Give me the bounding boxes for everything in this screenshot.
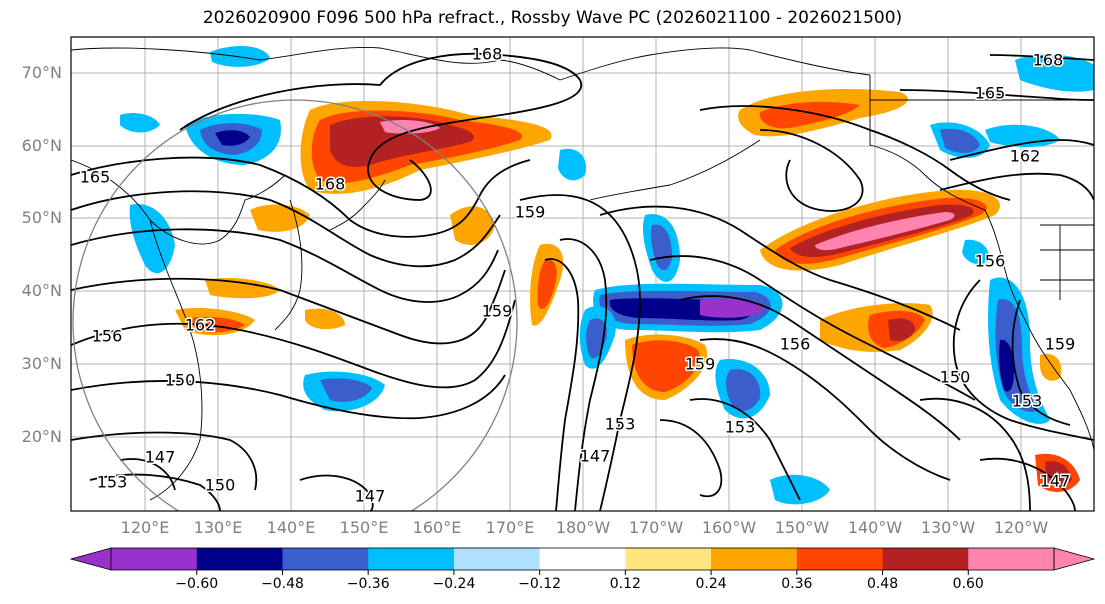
anomaly-shading bbox=[120, 46, 1094, 505]
projection-outline bbox=[72, 99, 518, 511]
contour-label: 159 bbox=[482, 302, 513, 321]
colorbar-extend-high bbox=[1053, 547, 1096, 571]
contour-label: 159 bbox=[685, 355, 716, 374]
latitude-label: 70°N bbox=[21, 63, 62, 82]
colorbar-segment bbox=[196, 548, 283, 570]
map-frame bbox=[70, 36, 1095, 512]
longitude-label: 160°W bbox=[701, 518, 757, 537]
latitude-label: 40°N bbox=[21, 281, 62, 300]
latitude-label: 20°N bbox=[21, 427, 62, 446]
colorbar-tick-label: 0.36 bbox=[781, 576, 813, 592]
latitude-label: 30°N bbox=[21, 354, 62, 373]
contour-label: 156 bbox=[92, 327, 123, 346]
colorbar-segment bbox=[453, 548, 541, 570]
colorbar-segment bbox=[882, 548, 969, 570]
map-plot-area: 168 168 165 165 162 168 159 159 156 156 162 156 159 1… bbox=[71, 37, 1094, 511]
longitude-label: 140°E bbox=[266, 518, 316, 537]
contour-label: 159 bbox=[515, 203, 546, 222]
colorbar-tick-label: −0.12 bbox=[518, 576, 562, 592]
longitude-label: 130°W bbox=[920, 518, 976, 537]
contour-label: 153 bbox=[725, 418, 756, 437]
contour-label: 156 bbox=[975, 252, 1006, 271]
contour-label: 162 bbox=[1010, 147, 1041, 166]
colorbar-tick-label: 0.12 bbox=[609, 576, 641, 592]
latitude-label: 60°N bbox=[21, 136, 62, 155]
longitude-label: 120°W bbox=[993, 518, 1049, 537]
contour-label: 150 bbox=[165, 371, 196, 390]
colorbar bbox=[69, 547, 1096, 575]
colorbar-segment bbox=[368, 548, 455, 570]
colorbar-extend-low bbox=[69, 547, 112, 571]
contour-label: 168 bbox=[315, 175, 346, 194]
latitude-label: 50°N bbox=[21, 208, 62, 227]
colorbar-segment bbox=[111, 548, 198, 570]
longitude-label: 180°W bbox=[555, 518, 611, 537]
colorbar-tick-label: 0.60 bbox=[952, 576, 984, 592]
contour-label: 153 bbox=[1012, 392, 1043, 411]
longitude-label: 170°E bbox=[485, 518, 535, 537]
colorbar-segment bbox=[968, 548, 1055, 570]
longitude-label: 130°E bbox=[193, 518, 243, 537]
colorbar-tick-label: 0.48 bbox=[866, 576, 899, 592]
contour-label: 153 bbox=[97, 473, 128, 492]
colorbar-tick-label: −0.48 bbox=[261, 576, 304, 592]
contour-label: 168 bbox=[472, 45, 503, 64]
colorbar-tick-label: −0.36 bbox=[346, 576, 390, 592]
contour-label: 153 bbox=[605, 415, 636, 434]
colorbar-segment bbox=[796, 548, 884, 570]
longitude-label: 150°W bbox=[774, 518, 830, 537]
colorbar-segment bbox=[282, 548, 369, 570]
contour-labels: 168 168 165 165 162 168 159 159 156 156 162 156 159 1… bbox=[78, 43, 1077, 507]
height-contours bbox=[71, 52, 1094, 511]
contour-label: 147 bbox=[1040, 472, 1071, 491]
contour-label: 150 bbox=[205, 476, 236, 495]
longitude-label: 140°W bbox=[847, 518, 903, 537]
contour-label: 165 bbox=[975, 84, 1006, 103]
colorbar-segment bbox=[539, 548, 626, 570]
longitude-label: 160°E bbox=[412, 518, 462, 537]
colorbar-frame bbox=[110, 547, 1055, 571]
longitude-label: 150°E bbox=[339, 518, 389, 537]
contour-label: 150 bbox=[940, 368, 971, 387]
map-title: 2026020900 F096 500 hPa refract., Rossby… bbox=[202, 8, 903, 28]
contour-label: 159 bbox=[1045, 335, 1076, 354]
contour-label: 165 bbox=[80, 168, 111, 187]
colorbar-tick-label: 0.24 bbox=[695, 576, 727, 592]
contour-label: 168 bbox=[1033, 51, 1064, 70]
contour-label: 147 bbox=[355, 487, 386, 506]
contour-label: 162 bbox=[185, 316, 216, 335]
longitude-label: 120°E bbox=[120, 518, 170, 537]
coastlines bbox=[71, 47, 1094, 501]
contour-label: 147 bbox=[580, 447, 611, 466]
colorbar-tick-label: −0.60 bbox=[175, 576, 219, 592]
longitude-label: 170°W bbox=[628, 518, 684, 537]
contour-label: 147 bbox=[145, 448, 176, 467]
colorbar-segment bbox=[711, 548, 798, 570]
contour-label: 156 bbox=[780, 335, 811, 354]
colorbar-segment bbox=[625, 548, 712, 570]
colorbar-tick-label: −0.24 bbox=[432, 576, 476, 592]
